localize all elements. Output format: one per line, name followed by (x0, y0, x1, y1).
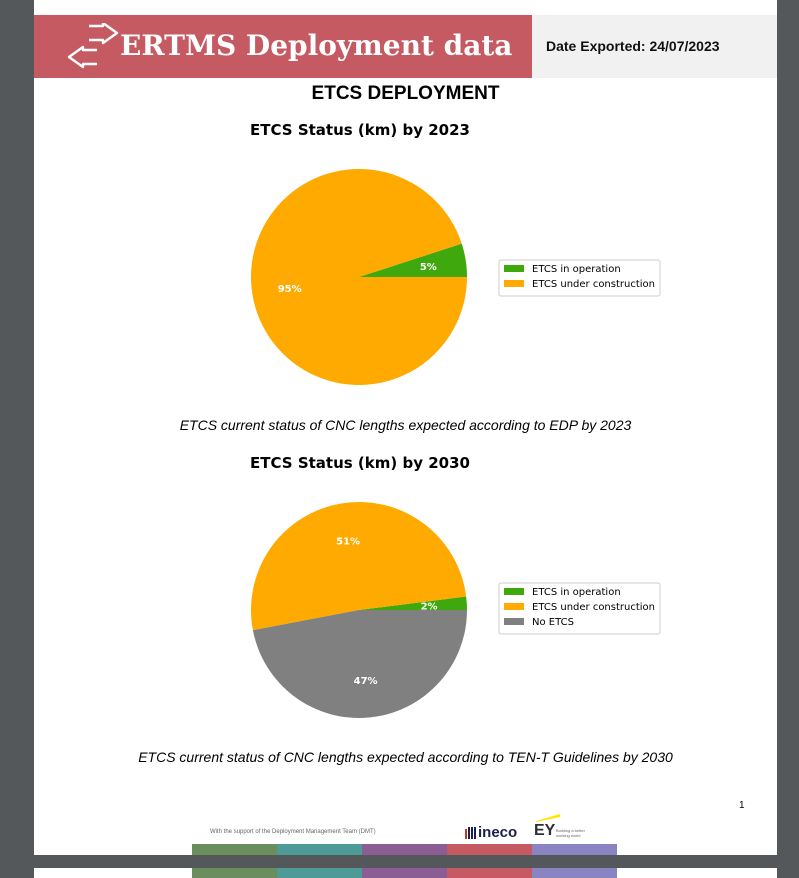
pie-slice (359, 596, 467, 610)
footer-bar-segment (277, 868, 362, 878)
legend-label: ETCS under construction (532, 279, 655, 290)
chart-caption-2023: ETCS current status of CNC lengths expec… (179, 417, 632, 433)
footer-bar-segment (362, 868, 447, 878)
ey-tagline: Building a better working world (556, 828, 585, 838)
pie-slice-label: 47% (354, 676, 378, 687)
chart-title-2023: ETCS Status (km) by 2023 (250, 121, 470, 139)
ey-wordmark: EY (534, 822, 556, 839)
footer-bar-segment (362, 844, 447, 855)
export-date-box: Date Exported: 24/07/2023 (532, 15, 777, 78)
footer-bar-segment (532, 844, 617, 855)
ineco-wordmark: ineco (478, 824, 518, 841)
legend-box (498, 582, 661, 635)
legend-swatch (504, 603, 524, 610)
pie-slice (250, 501, 467, 631)
footer-color-bar (192, 844, 617, 855)
ey-beam-icon (536, 814, 560, 822)
footer-bar-segment (192, 844, 277, 855)
pie-slice-label: 95% (278, 284, 302, 295)
legend-label: ETCS in operation (532, 264, 621, 275)
ineco-bars-icon (465, 827, 476, 840)
export-date: Date Exported: 24/07/2023 (546, 38, 720, 54)
next-page-color-bar (192, 868, 617, 878)
pie-slice (251, 168, 467, 385)
pie-slice-label: 2% (421, 602, 438, 613)
ineco-logo: ineco (465, 824, 517, 841)
footer-bar-segment (447, 868, 532, 878)
legend-swatch (504, 280, 524, 287)
footer-bar-segment (532, 868, 617, 878)
page-number: 1 (739, 800, 745, 811)
pie-chart-2023: 5% 95% ETCS in operation ETCS under constru… (251, 168, 661, 385)
pie-slice (252, 610, 467, 718)
chart-caption-2030: ETCS current status of CNC lengths expec… (138, 749, 673, 765)
legend-label: ETCS in operation (532, 587, 621, 598)
pie-slice-label: 51% (336, 537, 360, 548)
ey-logo: EY Building a better working world (534, 812, 594, 842)
footer-bar-segment (447, 844, 532, 855)
pie-chart-2030: 2% 51% 47% ETCS in operation ETCS under cons… (250, 501, 661, 718)
pie-slice-label: 5% (420, 262, 437, 273)
support-note: With the support of the Deployment Manag… (210, 829, 376, 835)
legend-swatch (504, 618, 524, 625)
legend-swatch (504, 265, 524, 272)
next-page-edge (34, 868, 777, 878)
legend-label: No ETCS (532, 617, 574, 628)
legend-label: ETCS under construction (532, 602, 655, 613)
legend-box (498, 259, 661, 297)
chart-title-2030: ETCS Status (km) by 2030 (250, 454, 470, 472)
footer-bar-segment (192, 868, 277, 878)
footer-bar-segment (277, 844, 362, 855)
header-banner: ERTMS Deployment data (34, 15, 532, 78)
pie-slice (359, 243, 467, 277)
exchange-arrows-icon (67, 23, 119, 69)
legend-swatch (504, 588, 524, 595)
page-title: ETCS DEPLOYMENT (311, 83, 500, 104)
report-page: ERTMS Deployment data Date Exported: 24/… (34, 0, 777, 855)
page-top-margin (34, 0, 777, 15)
app-title: ERTMS Deployment data (120, 29, 513, 62)
